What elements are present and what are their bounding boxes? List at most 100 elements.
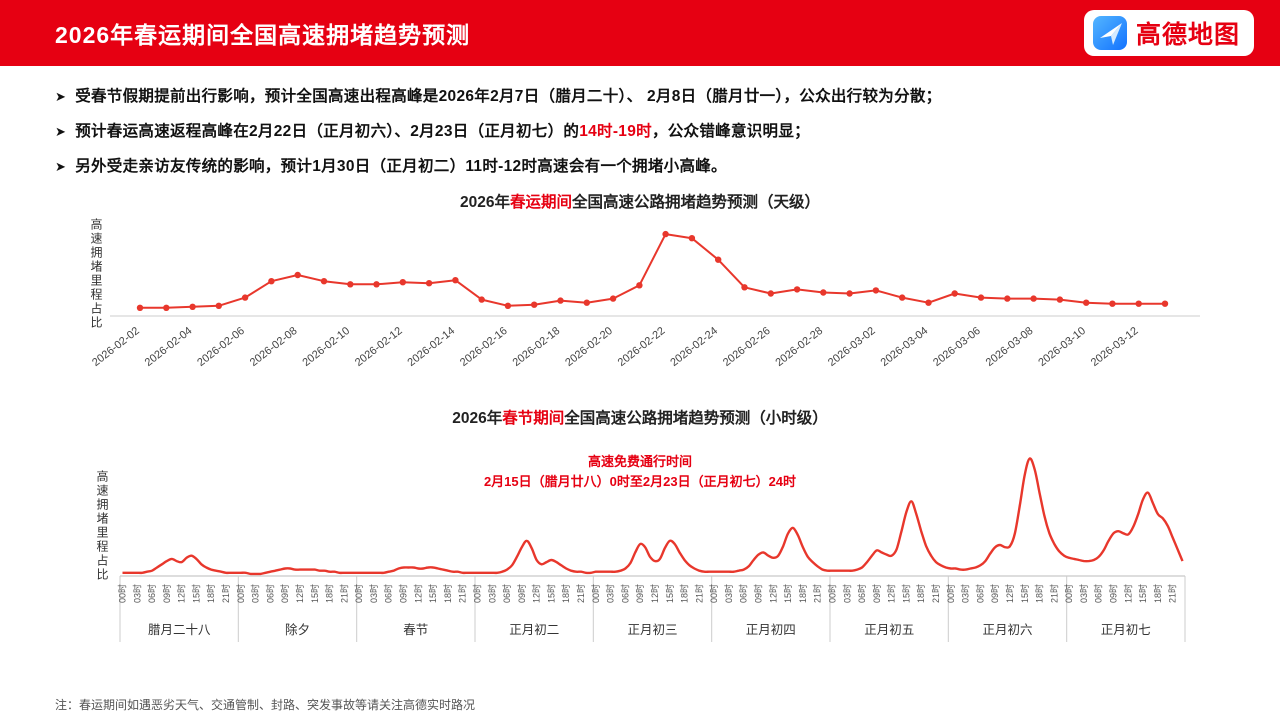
svg-text:00时: 00时 <box>590 584 601 603</box>
svg-text:12时: 12时 <box>1122 584 1133 603</box>
svg-text:18时: 18时 <box>1034 584 1045 603</box>
svg-text:2026-02-28: 2026-02-28 <box>773 325 825 369</box>
svg-text:03时: 03时 <box>250 584 261 603</box>
svg-text:2026-03-12: 2026-03-12 <box>1089 325 1141 369</box>
svg-text:18时: 18时 <box>560 584 571 603</box>
bullet-text-segment: 受春节假期提前出行影响，预计全国高速出程高峰是2026年2月7日（腊月二十）、 … <box>75 88 942 105</box>
chart-title-segment: 春运期间 <box>509 194 572 211</box>
svg-text:21时: 21时 <box>930 584 941 603</box>
svg-text:00时: 00时 <box>1063 584 1074 603</box>
bullet-text-segment: 预计春运高速返程高峰在2月22日（正月初六）、2月23日（正月初七）的 <box>75 123 580 140</box>
chart-title-segment: 春节期间 <box>502 410 565 427</box>
svg-text:15时: 15时 <box>309 584 320 603</box>
svg-text:2026-03-08: 2026-03-08 <box>984 325 1036 369</box>
svg-text:21时: 21时 <box>1167 584 1178 603</box>
svg-text:2026-02-22: 2026-02-22 <box>616 325 668 369</box>
bullet-text-segment: ，公众错峰意识明显； <box>651 123 810 140</box>
svg-text:12时: 12时 <box>294 584 305 603</box>
svg-text:2026-02-04: 2026-02-04 <box>143 325 195 369</box>
svg-text:00时: 00时 <box>472 584 483 603</box>
svg-text:18时: 18时 <box>324 584 335 603</box>
svg-text:15时: 15时 <box>427 584 438 603</box>
svg-text:06时: 06时 <box>383 584 394 603</box>
svg-text:2026-03-06: 2026-03-06 <box>931 325 983 369</box>
svg-text:03时: 03时 <box>960 584 971 603</box>
svg-text:2026-02-18: 2026-02-18 <box>511 325 563 369</box>
svg-text:06时: 06时 <box>738 584 749 603</box>
chart-title-segment: 2026年 <box>459 194 510 211</box>
bullet-list: ➤ 受春节假期提前出行影响，预计全国高速出程高峰是2026年2月7日（腊月二十）、… <box>55 84 1235 189</box>
svg-text:2026-02-20: 2026-02-20 <box>563 325 615 369</box>
bullet-arrow-icon: ➤ <box>55 159 67 174</box>
daily-chart-ylabel: 高速拥堵里程占比 <box>89 218 103 330</box>
chart-title-segment: 全国高速公路拥堵趋势预测（小时级） <box>564 410 828 427</box>
svg-text:12时: 12时 <box>767 584 778 603</box>
bullet-line: ➤ 另外受走亲访友传统的影响，预计1月30日（正月初二）11时-12时高速会有一个… <box>55 154 1235 176</box>
svg-text:03时: 03时 <box>131 584 142 603</box>
svg-text:21时: 21时 <box>220 584 231 603</box>
svg-text:03时: 03时 <box>723 584 734 603</box>
svg-text:00时: 00时 <box>235 584 246 603</box>
svg-text:06时: 06时 <box>974 584 985 603</box>
svg-text:06时: 06时 <box>856 584 867 603</box>
svg-text:除夕: 除夕 <box>285 622 310 637</box>
footer-note: 注：春运期间如遇恶劣天气、交通管制、封路、突发事故等请关注高德实时路况 <box>55 698 476 712</box>
svg-text:12时: 12时 <box>649 584 660 603</box>
svg-text:06时: 06时 <box>619 584 630 603</box>
svg-text:正月初七: 正月初七 <box>1101 623 1151 637</box>
svg-text:正月初六: 正月初六 <box>982 623 1032 637</box>
hourly-chart-title: 2026年春节期间全国高速公路拥堵趋势预测（小时级） <box>50 406 1230 428</box>
bullet-arrow-icon: ➤ <box>55 89 67 104</box>
svg-text:15时: 15时 <box>545 584 556 603</box>
svg-text:15时: 15时 <box>900 584 911 603</box>
svg-text:2026-03-02: 2026-03-02 <box>826 325 878 369</box>
amap-logo-text: 高德地图 <box>1135 21 1240 49</box>
svg-text:12时: 12时 <box>412 584 423 603</box>
svg-text:06时: 06时 <box>1093 584 1104 603</box>
svg-text:15时: 15时 <box>664 584 675 603</box>
svg-text:12时: 12时 <box>886 584 897 603</box>
svg-text:09时: 09时 <box>279 584 290 603</box>
daily-chart-svg: 2026-02-02 2026-02-04 2026-02-06 2026-02-08… <box>90 230 1200 369</box>
svg-text:21时: 21时 <box>457 584 468 603</box>
svg-text:腊月二十八: 腊月二十八 <box>148 623 211 637</box>
hourly-chart-ylabel: 高速拥堵里程占比 <box>95 470 109 582</box>
svg-text:21时: 21时 <box>575 584 586 603</box>
chart-title-segment: 全国高速公路拥堵趋势预测（天级） <box>571 194 820 211</box>
svg-text:21时: 21时 <box>338 584 349 603</box>
bullet-line: ➤ 受春节假期提前出行影响，预计全国高速出程高峰是2026年2月7日（腊月二十）、… <box>55 84 1235 106</box>
svg-text:15时: 15时 <box>190 584 201 603</box>
svg-text:2026-02-12: 2026-02-12 <box>353 325 405 369</box>
svg-text:00时: 00时 <box>827 584 838 603</box>
bullet-line: ➤ 预计春运高速返程高峰在2月22日（正月初六）、2月23日（正月初七）的14时-… <box>55 119 1235 141</box>
svg-text:09时: 09时 <box>516 584 527 603</box>
svg-text:12时: 12时 <box>176 584 187 603</box>
chart-title-segment: 2026年 <box>452 410 503 427</box>
svg-text:06时: 06时 <box>501 584 512 603</box>
page-title: 2026年春运期间全国高速拥堵趋势预测 <box>55 22 471 48</box>
bullet-arrow-icon: ➤ <box>55 124 67 139</box>
svg-text:15时: 15时 <box>1137 584 1148 603</box>
svg-text:09时: 09时 <box>989 584 1000 603</box>
bullet-text-segment: 另外受走亲访友传统的影响，预计1月30日（正月初二）11时-12时高速会有一个拥… <box>75 158 727 175</box>
svg-text:09时: 09时 <box>871 584 882 603</box>
svg-text:2026-03-10: 2026-03-10 <box>1036 325 1088 369</box>
svg-text:00时: 00时 <box>353 584 364 603</box>
svg-text:03时: 03时 <box>1078 584 1089 603</box>
svg-text:09时: 09时 <box>1108 584 1119 603</box>
svg-text:21时: 21时 <box>693 584 704 603</box>
svg-text:21时: 21时 <box>1048 584 1059 603</box>
svg-text:03时: 03时 <box>368 584 379 603</box>
svg-text:00时: 00时 <box>945 584 956 603</box>
svg-text:09时: 09时 <box>398 584 409 603</box>
header-bar: 2026年春运期间全国高速拥堵趋势预测 高德地图 <box>0 0 1280 66</box>
svg-text:2026-02-14: 2026-02-14 <box>406 325 458 369</box>
bullet-text-segment: 14时-19时 <box>579 123 652 140</box>
svg-text:03时: 03时 <box>841 584 852 603</box>
svg-text:2026-02-10: 2026-02-10 <box>300 325 352 369</box>
svg-text:2026-02-08: 2026-02-08 <box>248 325 300 369</box>
svg-text:00时: 00时 <box>708 584 719 603</box>
svg-text:2026-02-26: 2026-02-26 <box>721 325 773 369</box>
